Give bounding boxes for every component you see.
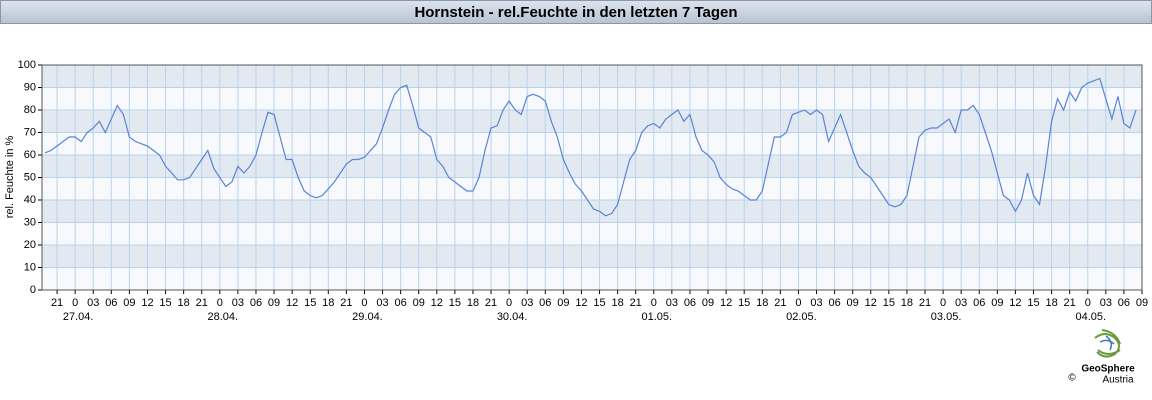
x-tick-label: 06 [973,297,985,309]
y-tick-label: 0 [30,284,36,296]
logo-name: GeoSphere [1081,364,1135,375]
y-tick-label: 50 [24,171,36,183]
logo-icon [1094,329,1121,358]
x-tick-label: 12 [286,297,298,309]
logo: GeoSphere Austria © [1068,329,1135,386]
x-tick-label: 15 [159,297,171,309]
logo-icon [1099,335,1115,351]
y-tick-label: 20 [24,239,36,251]
grid-band [42,155,1142,178]
grid-band [42,110,1142,133]
y-axis-label: rel. Feuchte in % [4,136,16,219]
x-tick-label: 03 [810,297,822,309]
x-tick-label: 12 [1009,297,1021,309]
date-label: 01.05. [641,311,672,323]
x-tick-label: 0 [506,297,512,309]
date-label: 30.04. [497,311,528,323]
x-tick-label: 09 [123,297,135,309]
grid-band [42,200,1142,223]
x-tick-label: 06 [828,297,840,309]
x-tick-label: 18 [178,297,190,309]
x-tick-label: 18 [322,297,334,309]
x-tick-label: 09 [847,297,859,309]
x-tick-label: 03 [376,297,388,309]
x-tick-label: 09 [702,297,714,309]
grid-band [42,245,1142,268]
x-tick-label: 21 [1064,297,1076,309]
x-tick-label: 0 [1085,297,1091,309]
date-label: 04.05. [1075,311,1106,323]
x-tick-label: 06 [1118,297,1130,309]
x-tick-label: 0 [72,297,78,309]
y-tick-label: 100 [18,59,36,71]
x-tick-label: 03 [955,297,967,309]
date-label: 27.04. [63,311,94,323]
x-tick-label: 12 [575,297,587,309]
x-tick-label: 09 [413,297,425,309]
x-tick-label: 21 [340,297,352,309]
x-tick-label: 12 [865,297,877,309]
x-tick-label: 12 [431,297,443,309]
x-tick-label: 09 [268,297,280,309]
x-tick-label: 0 [795,297,801,309]
grid-band [42,65,1142,88]
x-tick-label: 09 [1136,297,1148,309]
y-tick-label: 80 [24,104,36,116]
x-tick-label: 15 [449,297,461,309]
x-tick-label: 15 [883,297,895,309]
x-tick-label: 06 [539,297,551,309]
x-tick-label: 03 [521,297,533,309]
date-label: 03.05. [931,311,962,323]
date-label: 28.04. [208,311,239,323]
x-tick-label: 21 [196,297,208,309]
x-tick-label: 0 [940,297,946,309]
data-line [44,77,1137,217]
x-tick-label: 03 [1100,297,1112,309]
x-tick-label: 18 [756,297,768,309]
x-tick-label: 0 [651,297,657,309]
y-tick-label: 10 [24,261,36,273]
x-tick-label: 06 [105,297,117,309]
x-tick-label: 03 [87,297,99,309]
x-tick-label: 15 [593,297,605,309]
x-tick-label: 0 [217,297,223,309]
x-tick-label: 21 [630,297,642,309]
x-tick-label: 21 [919,297,931,309]
x-tick-label: 18 [467,297,479,309]
x-tick-label: 09 [557,297,569,309]
x-tick-label: 09 [991,297,1003,309]
x-tick-label: 18 [1045,297,1057,309]
x-tick-label: 03 [666,297,678,309]
x-tick-label: 15 [738,297,750,309]
x-tick-label: 12 [720,297,732,309]
y-tick-label: 60 [24,149,36,161]
x-tick-label: 06 [395,297,407,309]
date-label: 02.05. [786,311,817,323]
x-tick-label: 0 [361,297,367,309]
y-tick-label: 90 [24,81,36,93]
x-tick-label: 12 [141,297,153,309]
date-label: 29.04. [352,311,383,323]
y-tick-label: 40 [24,194,36,206]
x-tick-label: 18 [901,297,913,309]
x-tick-label: 18 [611,297,623,309]
y-tick-label: 30 [24,216,36,228]
logo-sub: Austria [1102,375,1134,386]
y-tick-label: 70 [24,126,36,138]
x-tick-label: 06 [250,297,262,309]
x-tick-label: 03 [232,297,244,309]
x-tick-label: 21 [485,297,497,309]
copyright: © [1068,373,1076,384]
x-tick-label: 21 [51,297,63,309]
chart-title: Hornstein - rel.Feuchte in den letzten 7… [414,4,737,21]
plot-area: 21 0 03 06 09 12 15 18 21 0 03 06 09 12 15 18 21 0 03 06 09 1… [18,59,1148,323]
x-tick-label: 15 [304,297,316,309]
x-tick-label: 15 [1027,297,1039,309]
x-tick-label: 21 [774,297,786,309]
plot-frame [41,64,1143,291]
x-tick-label: 06 [684,297,696,309]
